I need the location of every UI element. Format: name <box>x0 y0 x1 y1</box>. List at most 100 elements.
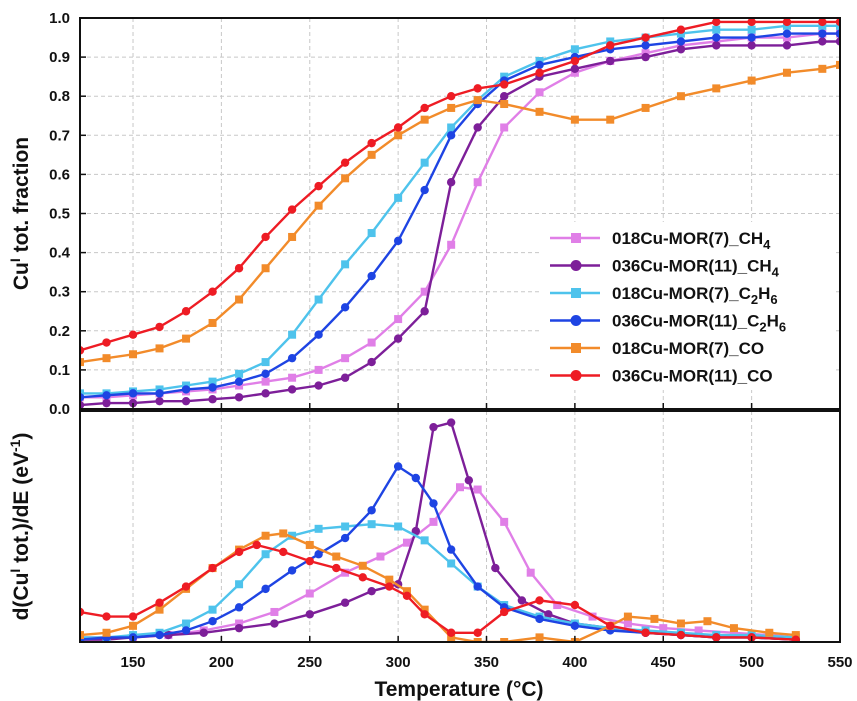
top-series-5-point-4 <box>181 307 191 316</box>
top-series-4-point-15 <box>473 96 482 105</box>
legend-marker-5 <box>570 370 582 381</box>
top-series-4-point-12 <box>394 131 403 140</box>
top-series-0-point-11 <box>367 338 376 347</box>
bottom-series-1-point-16 <box>517 596 527 605</box>
top-series-4-point-24 <box>782 68 791 77</box>
top-series-2-point-26 <box>836 21 840 30</box>
bottom-series-4-point-10 <box>332 552 341 561</box>
bottom-series-4-point-23 <box>676 619 685 628</box>
bottom-series-1-point-14 <box>464 476 474 485</box>
top-series-5-point-17 <box>535 68 544 77</box>
bottom-series-0-point-19 <box>659 624 668 633</box>
top-series-2-point-6 <box>235 369 244 378</box>
top-series-0-point-14 <box>447 240 456 249</box>
bottom-series-2-point-7 <box>261 550 270 559</box>
top-series-5-point-5 <box>208 287 217 296</box>
axes: 150 200 250 300 350 400 450 500 550 0.0 0.1 0.2 0.3 0… <box>7 10 853 701</box>
top-series-5-point-7 <box>261 232 270 242</box>
bottom-series-1-point-15 <box>491 563 500 573</box>
bottom-series-0-point-21 <box>729 628 738 637</box>
bottom-series-2-point-13 <box>420 536 429 545</box>
top-series-3-point-20 <box>641 41 650 50</box>
top-series-3-point-6 <box>234 377 244 386</box>
bottom-series-5-point-11 <box>358 573 367 582</box>
top-series-4-point-25 <box>818 64 827 73</box>
top-series-1-point-20 <box>641 52 650 62</box>
top-series-3-point-26 <box>835 29 840 38</box>
top-series-4-point-16 <box>500 100 509 109</box>
top-series-1-point-12 <box>393 334 403 343</box>
top-series-1-point-4 <box>181 396 191 406</box>
bottom-series-5-point-21 <box>641 628 650 637</box>
bottom-series-5-point-12 <box>385 582 394 591</box>
bottom-series-2-point-9 <box>314 524 323 533</box>
top-series-0-point-7 <box>261 377 270 386</box>
bottom-series-3-point-15 <box>446 545 456 554</box>
top-series-2-point-23 <box>747 25 756 34</box>
y-axis-title-top: CuI tot. fraction <box>7 137 33 290</box>
top-series-5-point-3 <box>155 322 164 332</box>
bottom-series-4-point-11 <box>358 561 367 570</box>
top-series-5-point-9 <box>314 181 323 191</box>
top-series-5-point-25 <box>818 18 827 27</box>
bottom-series-3-point-16 <box>473 582 482 591</box>
top-series-3-point-3 <box>155 389 164 398</box>
bottom-series-4-point-0 <box>80 631 84 640</box>
bottom-series-4-point-7 <box>261 531 270 540</box>
top-series-4-point-23 <box>747 76 756 85</box>
top-series-5-point-24 <box>782 18 792 27</box>
top-series-2-point-12 <box>394 193 403 202</box>
top-series-5-point-2 <box>128 330 138 339</box>
bottom-series-5-point-9 <box>305 556 314 566</box>
top-series-1-point-21 <box>676 45 686 54</box>
top-series-3-point-17 <box>535 60 544 70</box>
bottom-series-5-point-22 <box>676 630 686 640</box>
legend-marker-4 <box>571 343 581 353</box>
top-series-4-point-8 <box>288 232 297 241</box>
top-series-4-point-20 <box>641 103 650 112</box>
x-tick-label-2: 250 <box>297 654 322 671</box>
bottom-series-5-point-23 <box>712 633 721 642</box>
top-series-3-point-21 <box>676 37 686 46</box>
bottom-series-4-point-17 <box>500 638 509 642</box>
x-tick-label-4: 350 <box>474 654 499 671</box>
bottom-series-0-point-8 <box>341 568 350 577</box>
top-series-5-point-14 <box>446 92 456 101</box>
top-series-3-point-5 <box>208 383 217 392</box>
y-tick-label-10: 1.0 <box>49 10 70 27</box>
bottom-series-4-point-12 <box>385 575 394 584</box>
bottom-series-0-point-9 <box>376 552 385 561</box>
bottom-series-3-point-12 <box>393 462 403 471</box>
bottom-series-2-point-10 <box>341 522 350 531</box>
bottom-series-4-point-16 <box>473 638 482 642</box>
y-tick-label-9: 0.9 <box>49 49 70 66</box>
bottom-series-1-point-9 <box>367 586 376 596</box>
top-series-3-point-7 <box>261 369 270 379</box>
bottom-series-5-point-1 <box>102 612 111 621</box>
bottom-series-2-point-8 <box>288 531 297 540</box>
top-series-1-point-22 <box>712 41 721 50</box>
top-series-4-point-18 <box>570 115 579 124</box>
top-series-3-point-22 <box>712 33 721 42</box>
bottom-series-5-point-13 <box>402 591 412 600</box>
bottom-series-1-point-17 <box>544 610 553 619</box>
bottom-series-0-point-18 <box>623 619 632 628</box>
y-tick-label-8: 0.8 <box>49 88 70 105</box>
bottom-series-0-point-20 <box>694 626 703 635</box>
top-series-2-point-22 <box>712 25 721 34</box>
bottom-series-2-point-11 <box>367 520 376 529</box>
top-series-1-point-25 <box>818 37 827 46</box>
bottom-series-0-point-12 <box>456 483 464 492</box>
top-series-4-point-14 <box>447 103 456 112</box>
legend-label-4: 018Cu-MOR(7)_CO <box>612 339 764 358</box>
bottom-series-0-point-5 <box>235 619 244 628</box>
top-series-2-point-8 <box>288 330 297 339</box>
bottom-series-5-point-2 <box>128 612 138 621</box>
x-axis-title: Temperature (°C) <box>374 678 543 701</box>
top-series-3-point-13 <box>420 185 429 195</box>
top-series-2-point-14 <box>447 123 456 132</box>
bottom-series-0-point-15 <box>526 568 535 577</box>
top-series-3-point-8 <box>287 353 297 363</box>
legend-marker-2 <box>571 288 581 298</box>
top-series-4-point-17 <box>535 107 544 116</box>
